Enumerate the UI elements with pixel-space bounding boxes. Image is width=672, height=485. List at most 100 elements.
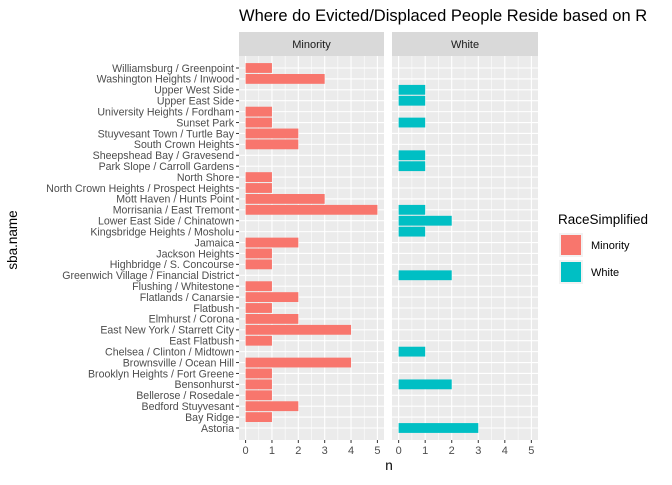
y-tick-label: North Shore [177, 172, 234, 184]
y-tick-label: East New York / Starrett City [100, 325, 234, 337]
y-tick-label: Park Slope / Carroll Gardens [99, 161, 234, 173]
y-tick-label: South Crown Heights [134, 139, 234, 151]
y-tick-label: Bellerose / Rosedale [136, 390, 234, 402]
y-tick-label: Williamsburg / Greenpoint [112, 63, 234, 75]
bar [245, 259, 272, 270]
bar [245, 139, 299, 150]
y-tick-label: Bay Ridge [185, 412, 234, 424]
y-tick-label: Bensonhurst [175, 379, 235, 391]
y-tick-label: Flushing / Whitestone [132, 281, 234, 293]
bar [398, 215, 452, 226]
bar [398, 117, 426, 128]
bar [245, 324, 352, 335]
bar [245, 63, 272, 73]
y-tick-label: Sheepshead Bay / Gravesend [93, 150, 234, 162]
bar [398, 346, 426, 357]
y-tick-label: Washington Heights / Inwood [97, 74, 235, 86]
x-tick-label: 1 [422, 445, 428, 457]
y-tick-label: Upper East Side [157, 96, 234, 108]
x-tick-label: 2 [449, 445, 455, 457]
y-tick-label: Jamaica [195, 237, 235, 249]
y-tick-label: Upper West Side [154, 85, 234, 97]
bar [245, 128, 299, 139]
y-tick-label: Flatlands / Canarsie [140, 292, 234, 304]
bar [245, 390, 272, 401]
legend: RaceSimplified Minority White [558, 212, 648, 284]
y-tick-label: University Heights / Fordham [97, 106, 234, 118]
legend-key-white [561, 262, 581, 282]
bar [245, 183, 272, 193]
x-tick-label: 0 [396, 445, 402, 457]
bar [245, 368, 272, 379]
bar [245, 292, 299, 302]
bar [398, 95, 426, 106]
y-tick-label: Jackson Heights [156, 248, 234, 260]
x-axis-label: n [385, 458, 393, 473]
y-tick-label: Sunset Park [176, 117, 234, 129]
bar [245, 172, 272, 182]
y-tick-label: East Flatbush [169, 336, 234, 348]
bar [245, 379, 272, 390]
y-tick-label: Greenwich Village / Financial District [62, 270, 234, 282]
y-tick-label: Flatbush [193, 303, 234, 315]
x-tick-label: 1 [269, 445, 275, 457]
y-tick-label: Highbridge / S. Concourse [110, 259, 234, 271]
x-tick-label: 5 [528, 445, 534, 457]
chart-title: Where do Evicted/Displaced People Reside… [239, 7, 647, 25]
y-tick-label: Chelsea / Clinton / Midtown [105, 346, 234, 358]
bar [245, 303, 272, 313]
bar [245, 106, 272, 117]
y-tick-label: Elmhurst / Corona [149, 314, 234, 326]
legend-key-minority [561, 235, 581, 255]
y-tick-label: Brooklyn Heights / Fort Greene [88, 368, 234, 380]
y-tick-label: Astoria [201, 423, 234, 435]
x-tick-label: 2 [295, 445, 301, 457]
bar [245, 401, 299, 412]
bar [245, 237, 299, 248]
bar [245, 357, 352, 368]
y-tick-label: Mott Haven / Hunts Point [116, 194, 234, 206]
x-tick-label: 3 [475, 445, 481, 457]
facet-strip-label: Minority [292, 39, 331, 51]
bar [245, 194, 325, 204]
y-tick-label: Bedford Stuyvesant [142, 401, 235, 413]
bar [398, 379, 452, 390]
legend-label: Minority [591, 240, 630, 252]
bar [245, 204, 378, 215]
x-tick-label: 5 [374, 445, 380, 457]
x-tick-label: 4 [348, 445, 354, 457]
bar [245, 314, 299, 324]
y-tick-label: North Crown Heights / Prospect Heights [46, 183, 234, 195]
bar [398, 150, 426, 161]
y-tick-label: Stuyvesant Town / Turtle Bay [98, 128, 235, 140]
y-tick-label: Kingsbridge Heights / Mosholu [90, 226, 234, 238]
bar [398, 204, 426, 215]
x-tick-label: 4 [502, 445, 508, 457]
y-tick-label: Brownsville / Ocean Hill [123, 357, 234, 369]
bar [245, 412, 272, 422]
x-tick-label: 0 [243, 445, 249, 457]
bar [398, 423, 479, 433]
bar [245, 281, 272, 292]
bar [245, 74, 325, 84]
facet-panel-white: White 0 1 2 3 4 5 [392, 32, 538, 457]
bar [398, 226, 426, 237]
bar [398, 84, 426, 95]
facet-panel-minority: Minority 0 1 2 3 4 5 [239, 32, 384, 457]
bar [245, 117, 272, 128]
facet-strip [392, 32, 538, 56]
y-axis-label: sba.name [5, 210, 20, 269]
y-tick-label: Lower East Side / Chinatown [98, 216, 234, 228]
bar [398, 161, 426, 172]
legend-title: RaceSimplified [558, 212, 648, 227]
facet-strip [239, 32, 384, 56]
facet-strip-label: White [451, 39, 479, 51]
y-tick-label: Morrisania / East Tremont [113, 205, 234, 217]
x-tick-label: 3 [322, 445, 328, 457]
bar [245, 248, 272, 259]
bar [398, 270, 452, 281]
legend-label: White [591, 267, 619, 279]
bar [245, 335, 272, 346]
